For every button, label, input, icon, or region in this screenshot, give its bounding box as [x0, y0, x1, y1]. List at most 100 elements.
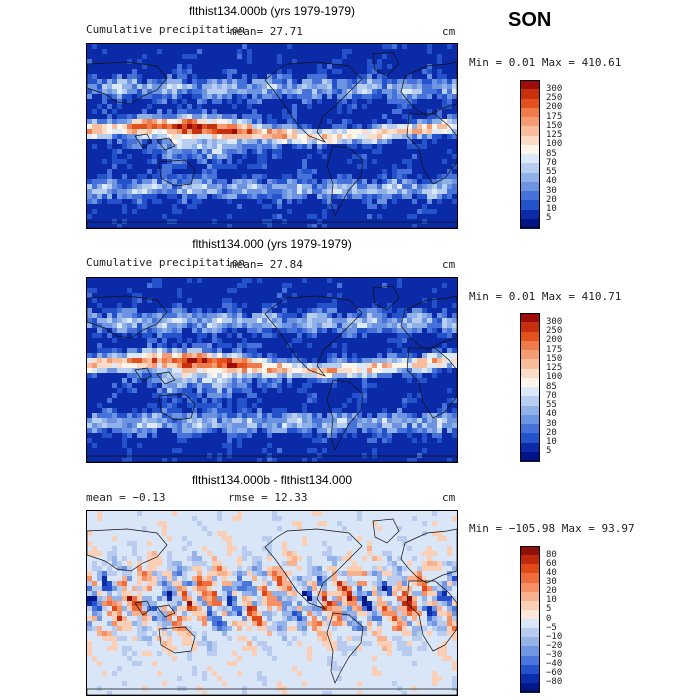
colorbar-level-label: 85	[546, 381, 557, 392]
colorbar-level-label: 70	[546, 157, 557, 168]
colorbar-level-label: −5	[546, 622, 557, 633]
colorbar-swatch	[520, 628, 540, 638]
colorbar-level-label: 55	[546, 400, 557, 410]
colorbar-swatch	[520, 322, 540, 332]
colorbar-swatch	[520, 191, 540, 201]
colorbar-level-label: 55	[546, 167, 557, 177]
colorbar-swatch	[520, 424, 540, 434]
coastlines	[87, 285, 457, 462]
colorbar-swatch	[520, 172, 540, 183]
colorbar-level-label: 125	[546, 130, 563, 140]
colorbar-swatch	[520, 637, 540, 647]
colorbar-level-label: 200	[546, 335, 563, 346]
colorbar-level-label: 150	[546, 353, 563, 364]
panel-3-mean: mean = −0.13	[86, 491, 166, 504]
colorbar-level-label: 5	[546, 604, 552, 615]
colorbar-level-label: 10	[546, 595, 557, 606]
colorbar-level-label: 250	[546, 93, 563, 103]
colorbar-level-label: −40	[546, 659, 563, 670]
colorbar-swatch	[520, 414, 540, 425]
colorbar-swatch	[520, 442, 540, 453]
colorbar-swatch	[520, 600, 540, 611]
panel-3-colorbar: 80 60 40 30 20 10 5 0 −5 −10 −20 −30 −40 −60 −80	[520, 546, 580, 693]
panel-1-map	[86, 43, 458, 229]
colorbar-level-label: 150	[546, 120, 563, 131]
colorbar-swatch	[520, 200, 540, 210]
colorbar-swatch	[520, 313, 540, 323]
field-cells	[87, 44, 457, 228]
colorbar-swatch	[520, 546, 540, 556]
panel-1-variable-label: Cumulative precipitation	[86, 23, 245, 36]
panel-2-mean: mean= 27.84	[230, 258, 303, 271]
colorbar-swatch	[520, 377, 540, 388]
colorbar-swatch	[520, 126, 540, 136]
panel-3-map	[86, 510, 458, 696]
colorbar-swatch	[520, 89, 540, 99]
colorbar-swatch	[520, 387, 540, 397]
colorbar-level-label: 5	[546, 446, 552, 457]
colorbar-swatch	[520, 340, 540, 351]
colorbar-swatch	[520, 646, 540, 656]
colorbar-level-label: 80	[546, 549, 557, 560]
colorbar-swatch	[520, 107, 540, 118]
colorbar-level-label: −10	[546, 631, 563, 642]
colorbar-frame	[520, 80, 540, 228]
colorbar-swatch	[520, 591, 540, 602]
colorbar-level-label: 175	[546, 111, 563, 122]
colorbar-level-label: −60	[546, 668, 563, 679]
colorbar-swatch	[520, 451, 540, 462]
colorbar-swatch	[520, 163, 540, 173]
panel-2-minmax: Min = 0.01 Max = 410.71	[469, 290, 622, 303]
colorbar-swatch	[520, 573, 540, 583]
panel-3-title: flthist134.000b - flthist134.000	[191, 473, 353, 487]
colorbar-level-label: 40	[546, 409, 557, 420]
colorbar-level-label: −80	[546, 677, 563, 688]
colorbar-level-label: 70	[546, 390, 557, 401]
field-cells	[87, 511, 457, 695]
colorbar-level-label: −20	[546, 640, 563, 651]
colorbar-frame	[520, 313, 540, 461]
colorbar-level-label: 300	[546, 316, 563, 327]
colorbar-swatch	[520, 368, 540, 379]
panel-2-variable-label: Cumulative precipitation	[86, 256, 245, 269]
colorbar-swatch	[520, 609, 540, 620]
panel-2-colorbar: 300 250 200 175 150 125 100 85 70 55 40 30 20 10 5	[520, 313, 580, 462]
panel-2-map	[86, 277, 458, 463]
colorbar-level-label: −30	[546, 650, 563, 660]
colorbar-level-label: 85	[546, 148, 557, 159]
colorbar-level-label: 30	[546, 577, 557, 587]
colorbar-swatch	[520, 664, 540, 675]
colorbar-level-label: 125	[546, 363, 563, 373]
colorbar-swatch	[520, 181, 540, 192]
panel-3-units: cm	[442, 491, 456, 504]
colorbar-swatch	[520, 98, 540, 109]
colorbar-swatch	[520, 582, 540, 593]
field-cells	[87, 278, 457, 462]
colorbar-level-label: 10	[546, 204, 557, 214]
panel-2-units: cm	[442, 258, 456, 271]
colorbar-level-label: 175	[546, 344, 563, 355]
colorbar-level-label: 20	[546, 194, 557, 205]
colorbar-swatch	[520, 359, 540, 369]
coastlines	[87, 518, 457, 695]
colorbar-swatch	[520, 209, 540, 220]
season-label: SON	[508, 9, 552, 31]
colorbar-swatch	[520, 564, 540, 574]
colorbar-swatch	[520, 682, 540, 693]
colorbar-swatch	[520, 154, 540, 164]
panel-3-rmse: rmse = 12.33	[228, 491, 308, 504]
colorbar-swatch	[520, 331, 540, 342]
colorbar-swatch	[520, 655, 540, 666]
panel-1-units: cm	[442, 25, 456, 38]
colorbar-swatch	[520, 80, 540, 90]
colorbar-level-label: 20	[546, 586, 557, 597]
colorbar-swatch	[520, 555, 540, 565]
colorbar-level-label: 20	[546, 427, 557, 438]
panel-1-colorbar: 300 250 200 175 150 125 100 85 70 55 40 30 20 10 5	[520, 80, 580, 229]
colorbar-swatch	[520, 135, 540, 146]
colorbar-swatch	[520, 433, 540, 443]
colorbar-level-label: 250	[546, 326, 563, 336]
colorbar-swatch	[520, 405, 540, 416]
colorbar-level-label: 30	[546, 185, 557, 196]
colorbar-level-label: 100	[546, 139, 563, 150]
